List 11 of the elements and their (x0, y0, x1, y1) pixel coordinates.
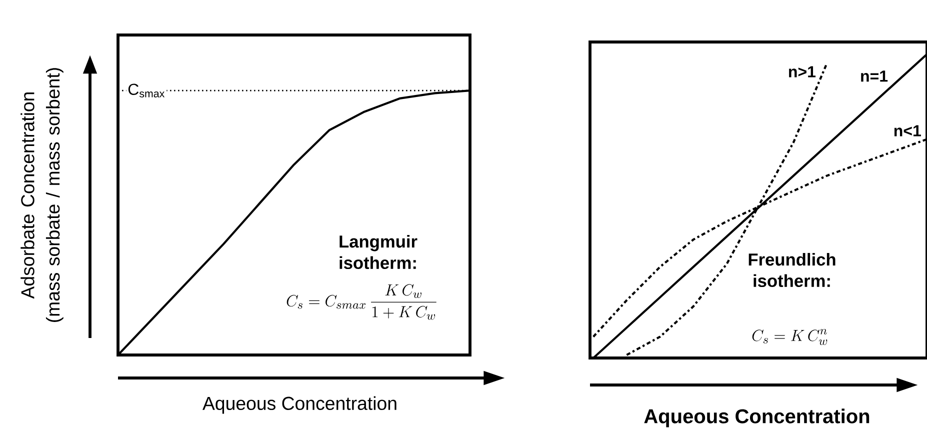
annotation: $C_s = K\,C_w^n$ (752, 328, 828, 345)
series-label: n<1 (894, 125, 921, 136)
x-axis-title: Aqueous Concentration (202, 396, 396, 414)
y-axis-title: Adsorbate Concentration (mass sorbate / mass sorbent) (20, 68, 64, 322)
annotation: Langmuir isotherm: (340, 234, 418, 270)
annotation: Freundlich isotherm: (748, 252, 836, 288)
x-axis-title: Aqueous Concentration (644, 408, 870, 428)
series-label: n=1 (861, 70, 888, 82)
ref-line-label: C$_{smax}$ (128, 84, 165, 98)
series-label: n>1 (789, 66, 816, 78)
annotation: $C_s = C_{smax}\,\frac{K\,C_w}{1 + K\,C_w}$ (286, 284, 436, 320)
